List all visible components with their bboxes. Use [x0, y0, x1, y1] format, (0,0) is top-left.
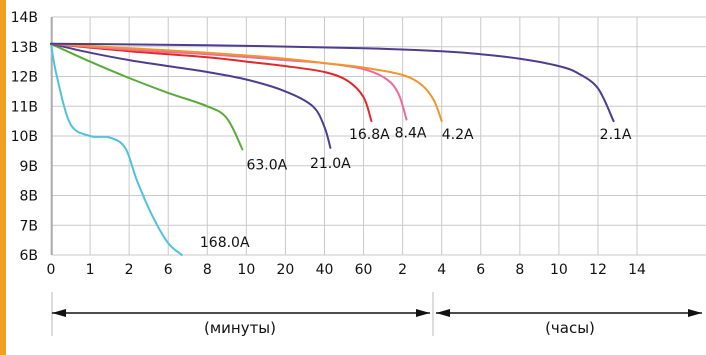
- x-tick-label: 20: [277, 262, 295, 278]
- x-tick-label: 1: [86, 262, 95, 278]
- series-label: 168.0A: [200, 235, 250, 251]
- arrow-right-icon: [688, 309, 702, 317]
- x-tick-label: 40: [316, 262, 334, 278]
- accent-bar: [0, 0, 6, 355]
- x-axis-ticks: 0 1 2 6 8 10 20 40 60 2 4 6 8 10 12 14: [47, 262, 646, 336]
- x-tick-label: 0: [47, 262, 56, 278]
- x-tick-label: 60: [355, 262, 373, 278]
- y-tick-label: 11В: [11, 99, 38, 115]
- series-label: 63.0A: [246, 157, 287, 173]
- x-tick-label: 12: [589, 262, 607, 278]
- series-line: [50, 42, 443, 123]
- series-label: 2.1A: [600, 127, 632, 143]
- y-tick-label: 8В: [19, 189, 38, 205]
- y-tick-label: 7В: [19, 218, 38, 234]
- x-tick-label: 8: [203, 262, 212, 278]
- y-tick-label: 10В: [11, 129, 38, 145]
- arrow-right-icon: [416, 309, 430, 317]
- series-line: [50, 42, 615, 123]
- arrow-left-icon: [52, 309, 66, 317]
- x-tick-label: 8: [515, 262, 524, 278]
- y-axis-ticks: 6В 7В 8В 9В 10В 11В 12В 13В 14В: [11, 10, 38, 264]
- x-tick-label: 14: [628, 262, 646, 278]
- x-tick-label: 10: [550, 262, 568, 278]
- series-label: 8.4A: [395, 126, 427, 142]
- x-tick-label: 2: [125, 262, 134, 278]
- x-tick-label: 10: [237, 262, 255, 278]
- series-line: [50, 42, 373, 123]
- y-tick-label: 12В: [11, 70, 38, 86]
- y-tick-label: 6В: [19, 248, 38, 264]
- series-lines: [50, 42, 615, 256]
- series-label: 4.2A: [442, 127, 474, 143]
- range-label-minutes: (минуты): [204, 319, 276, 337]
- series-line: [50, 42, 332, 149]
- x-tick-label: 4: [437, 262, 446, 278]
- range-label-hours: (часы): [545, 319, 595, 337]
- y-tick-label: 14В: [11, 10, 38, 26]
- y-tick-label: 9В: [19, 159, 38, 175]
- series-labels: 168.0A 63.0A 21.0A 16.8A 8.4A 4.2A 2.1A: [200, 126, 632, 251]
- x-tick-label: 6: [476, 262, 485, 278]
- series-line: [50, 42, 244, 151]
- x-tick-label: 6: [164, 262, 173, 278]
- arrow-left-icon: [436, 309, 450, 317]
- range-arrows: (минуты) (часы): [52, 309, 702, 337]
- x-tick-label: 2: [398, 262, 407, 278]
- grid: [50, 16, 706, 256]
- series-label: 16.8A: [349, 127, 390, 143]
- y-tick-label: 13В: [11, 40, 38, 56]
- series-label: 21.0A: [310, 156, 351, 172]
- series-line: [50, 42, 183, 256]
